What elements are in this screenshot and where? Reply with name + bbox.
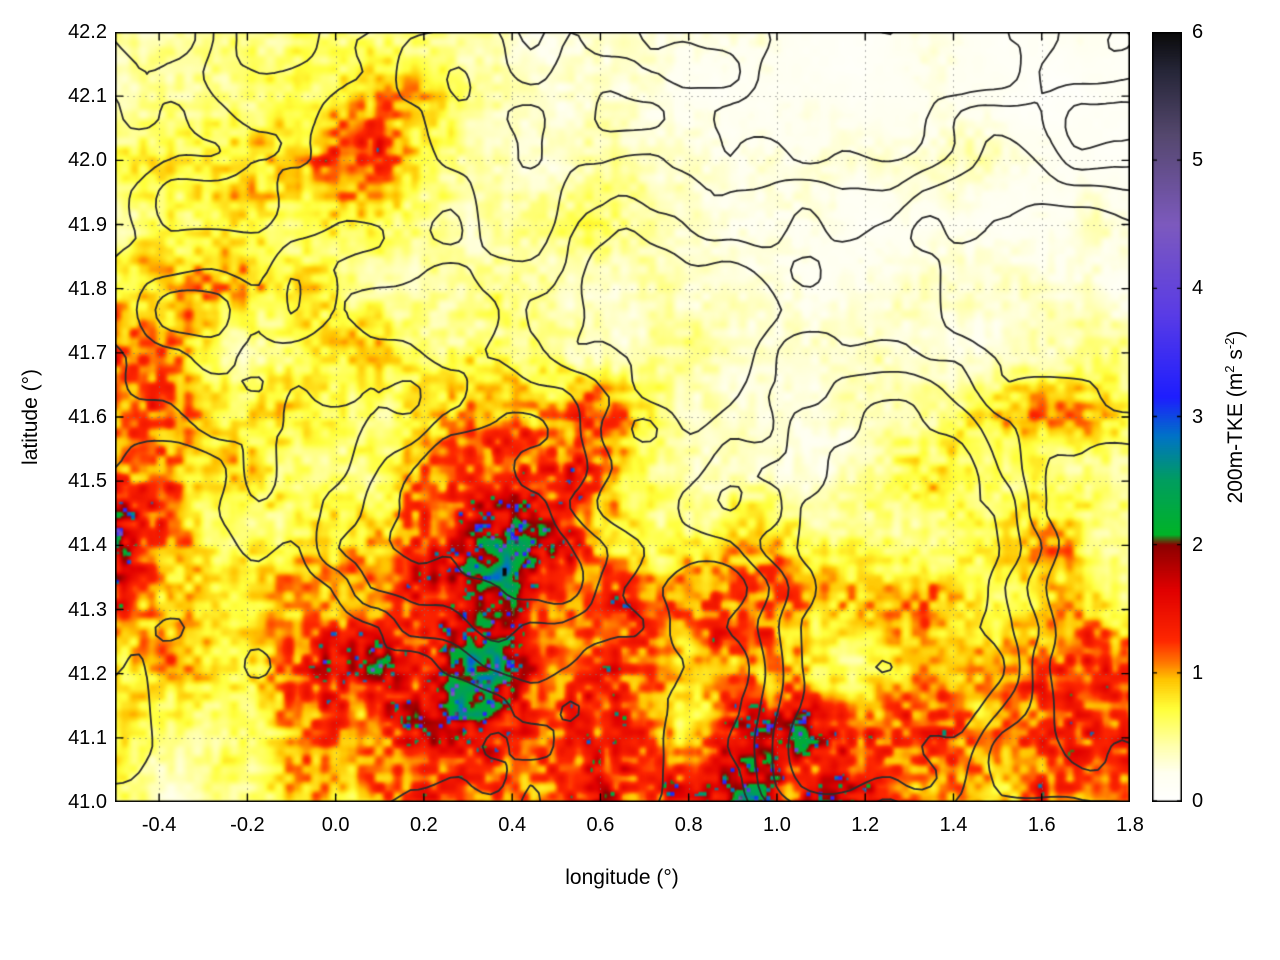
colorbar-tick-label: 2 [1192,533,1204,556]
colorbar-title-text: 200m-TKE (m [1224,372,1247,504]
y-tick-label: 41.2 [68,662,107,685]
x-tick-label: -0.4 [141,814,177,836]
x-tick-label: 1.0 [763,814,791,836]
x-tick-label: 1.8 [1116,814,1144,836]
colorbar-tick-label: 5 [1192,149,1204,172]
colorbar-tick-label: 3 [1192,405,1204,428]
colorbar-title-mid: s [1224,349,1247,366]
colorbar-tick-label: 0 [1192,790,1204,812]
x-axis-title: longitude (°) [565,866,679,889]
x-tick-label: -0.2 [230,814,265,836]
x-tick-label: 1.4 [939,814,968,836]
y-tick-label: 41.3 [68,598,107,621]
y-tick-label: 41.8 [68,277,107,300]
colorbar-tick-label: 6 [1192,21,1204,43]
heatmap-plot-area [115,32,1130,802]
x-tick-label: 0.0 [321,814,350,836]
y-tick-label: 42.0 [68,149,107,172]
x-tick-label: 0.4 [498,814,527,836]
y-tick-label: 41.4 [68,534,107,557]
y-axis-title: latitude (°) [19,369,42,465]
colorbar-title-post: ) [1224,330,1247,338]
colorbar [1152,32,1182,802]
x-tick-label: 0.2 [410,814,438,836]
y-tick-label: 41.7 [68,341,107,364]
colorbar-title: 200m-TKE (m2 s-2) [1222,331,1248,504]
y-tick-label: 41.1 [68,726,107,749]
colorbar-tick-label: 1 [1192,661,1204,684]
colorbar-title-sup2: -2 [1222,337,1237,350]
colorbar-tick-label: 4 [1192,277,1204,300]
y-tick-label: 41.5 [68,470,107,493]
y-tick-label: 42.1 [68,85,107,108]
y-tick-label: 41.6 [68,406,107,428]
y-tick-label: 41.0 [68,791,107,813]
x-tick-label: 0.6 [586,814,615,836]
x-tick-label: 1.6 [1027,814,1056,836]
colorbar-title-sup1: 2 [1222,365,1237,373]
y-tick-label: 42.2 [68,21,107,43]
x-tick-label: 0.8 [674,814,703,836]
y-tick-label: 41.9 [68,213,107,236]
x-tick-label: 1.2 [851,814,880,836]
